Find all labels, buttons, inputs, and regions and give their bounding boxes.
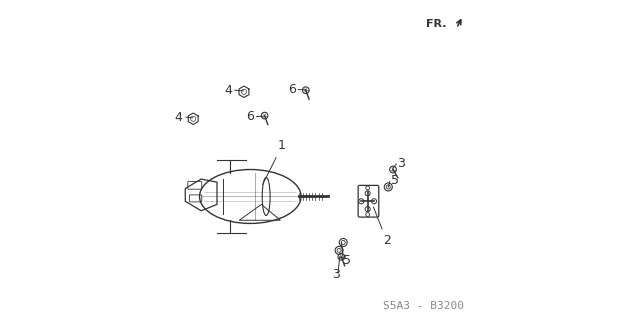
- Text: 5: 5: [391, 174, 399, 187]
- Text: 2: 2: [373, 207, 390, 247]
- Text: 1: 1: [262, 139, 286, 184]
- Text: 4: 4: [175, 111, 183, 124]
- Text: 5: 5: [343, 254, 351, 267]
- Text: 6: 6: [247, 110, 254, 123]
- Text: 3: 3: [332, 268, 340, 281]
- Text: 4: 4: [224, 84, 233, 97]
- Text: 6: 6: [288, 83, 296, 96]
- Text: S5A3 - B3200: S5A3 - B3200: [383, 301, 464, 311]
- Text: FR.: FR.: [427, 19, 447, 28]
- Text: 3: 3: [397, 157, 405, 170]
